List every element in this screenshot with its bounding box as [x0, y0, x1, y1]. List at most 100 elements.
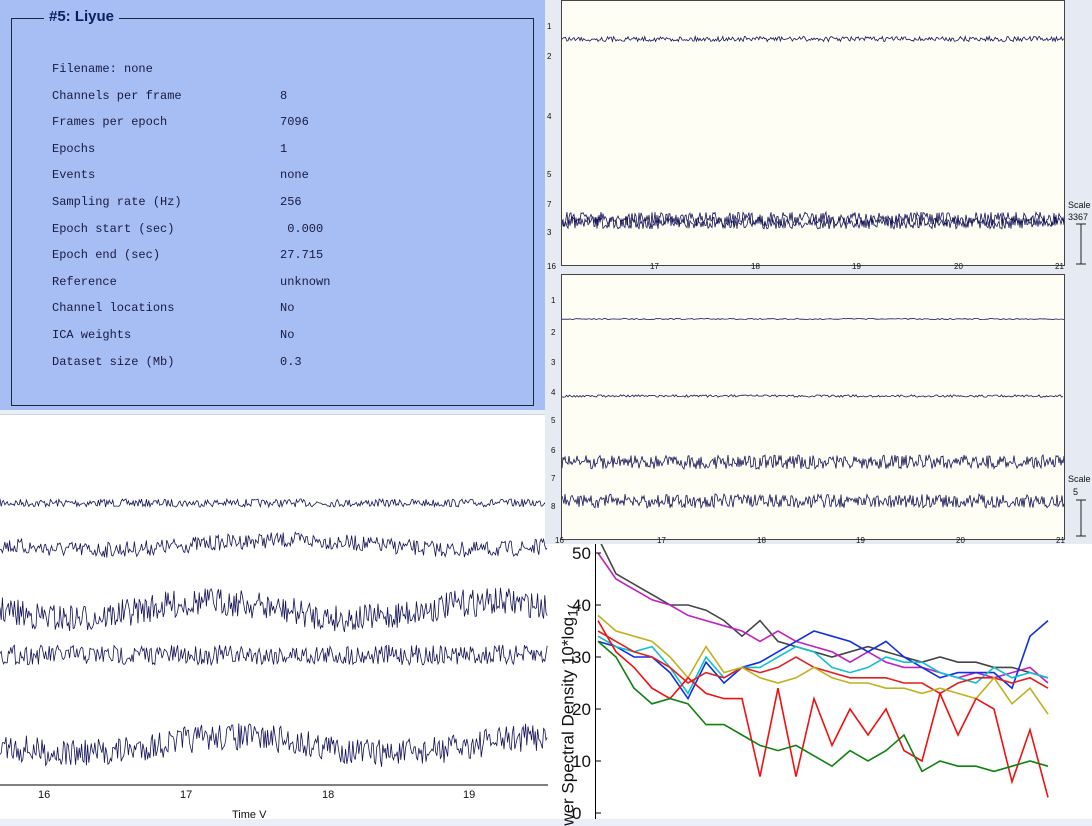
- eeg-plot-top[interactable]: [561, 0, 1065, 266]
- eeg-traces-left[interactable]: [0, 415, 548, 820]
- x-tick: 17: [650, 262, 659, 271]
- info-row-label: ICA weights: [52, 328, 132, 342]
- info-row-label: Events: [52, 168, 96, 183]
- info-row-value: 27.715: [280, 248, 324, 263]
- psd-series-ch-magenta: [597, 552, 1049, 684]
- info-row: Epoch start (sec) 0.000: [52, 221, 323, 236]
- channel-label: 2: [551, 328, 556, 337]
- psd-y-tick: 50: [572, 544, 591, 563]
- info-row: Sampling rate (Hz) 256: [52, 195, 302, 209]
- eeg-channel-trace: [0, 587, 548, 632]
- scale-label: Scale: [1068, 200, 1091, 210]
- info-row-value: 8: [280, 88, 288, 103]
- scale-value: 5: [1073, 487, 1079, 497]
- info-row: Epoch end (sec) 27.715: [52, 248, 323, 263]
- info-row-label: Reference: [52, 274, 117, 289]
- eeg-scroll-window-middle[interactable]: 1 2 3 4 5 6 7 8 16 17 18 19 20 21 Scale …: [545, 272, 1092, 545]
- eeg-channel-trace: [562, 394, 1064, 398]
- psd-y-tick: 10: [572, 752, 591, 771]
- info-row: Channel locations No: [52, 301, 294, 316]
- channel-label: 3: [547, 228, 552, 237]
- eeg-plot-middle[interactable]: [561, 274, 1065, 540]
- dataset-info-frame: [11, 18, 534, 406]
- info-row: Reference unknown: [52, 274, 330, 289]
- dataset-title: #5: Liyue: [44, 8, 120, 25]
- info-row-label: Sampling rate (Hz): [52, 195, 182, 209]
- eeg-channel-trace: [562, 317, 1064, 321]
- x-tick-17: 17: [180, 789, 193, 801]
- x-axis-label: Time V: [232, 809, 267, 821]
- info-row: Filename: none: [52, 62, 153, 76]
- info-row-value: none: [280, 168, 309, 183]
- eeg-channel-trace: [0, 497, 548, 509]
- eeg-channel-trace: [0, 531, 548, 558]
- psd-series-ch-green: [597, 640, 1049, 773]
- dataset-info-window: #5: Liyue Filename: none Channels per fra…: [0, 0, 545, 410]
- channel-label: 4: [547, 112, 552, 121]
- info-row: Dataset size (Mb) 0.3: [52, 354, 302, 369]
- psd-series-ch-cyan: [597, 635, 1049, 695]
- power-spectral-density-plot[interactable]: wer Spectral Density 10*log1( 50 40 30 20 10…: [548, 544, 1092, 826]
- psd-series-ch-red: [597, 620, 1049, 798]
- channel-label: 5: [551, 416, 556, 425]
- info-row: ICA weights No: [52, 328, 294, 342]
- info-row: Channels per frame 8: [52, 88, 287, 103]
- psd-series-ch-blue: [597, 619, 1049, 701]
- info-row-label: Epochs: [52, 141, 96, 156]
- info-row-value: 1: [280, 141, 288, 156]
- scale-label: Scale: [1068, 474, 1091, 484]
- channel-label: 7: [547, 200, 552, 209]
- x-tick: 19: [856, 536, 865, 545]
- info-row: Events none: [52, 168, 309, 183]
- psd-y-tick: 30: [572, 648, 591, 667]
- x-tick-19: 19: [463, 789, 476, 801]
- channel-label: 3: [551, 358, 556, 367]
- psd-series-ch-red-light: [597, 630, 1049, 695]
- channel-label: 2: [547, 52, 552, 61]
- psd-series-ch-olive: [597, 614, 1049, 715]
- info-row-value: 0.000: [280, 221, 324, 236]
- info-row-label: Epoch start (sec): [52, 221, 175, 236]
- scale-bar-icon: [1076, 499, 1086, 537]
- info-row-label: Channel locations: [52, 301, 175, 316]
- info-row-label: Epoch end (sec): [52, 248, 161, 263]
- info-row-value: 7096: [280, 115, 309, 130]
- scale-value: 3367: [1068, 212, 1089, 222]
- x-tick: 16: [555, 536, 564, 545]
- psd-y-tick: 0: [572, 804, 582, 823]
- x-tick: 20: [956, 536, 965, 545]
- info-row: Frames per epoch 7096: [52, 115, 309, 129]
- eeg-channel-trace: [562, 215, 1064, 230]
- eeg-channel-trace: [0, 723, 548, 767]
- x-tick: 18: [751, 262, 760, 271]
- x-tick: 19: [852, 262, 861, 271]
- eeg-scroll-window-top[interactable]: 1 2 4 5 7 3 16 17 18 19 20 21 Scale 3367: [545, 0, 1092, 272]
- info-row-value: unknown: [280, 274, 331, 289]
- info-row-value: No: [280, 301, 295, 316]
- eeg-channel-trace: [562, 492, 1064, 510]
- info-row: Epochs 1: [52, 141, 287, 156]
- eeg-channel-trace: [562, 453, 1064, 471]
- x-tick-16: 16: [38, 789, 51, 801]
- x-tick: 17: [657, 536, 666, 545]
- x-tick: 16: [547, 262, 556, 271]
- info-row-value: 0.3: [280, 354, 302, 369]
- psd-y-tick: 20: [572, 700, 591, 719]
- channel-label: 1: [551, 296, 556, 305]
- channel-label: 6: [551, 446, 556, 455]
- info-row-value: 256: [280, 195, 302, 209]
- channel-label: 5: [547, 170, 552, 179]
- scale-bar-icon: [1076, 223, 1086, 265]
- channel-label: 1: [547, 22, 552, 31]
- x-tick-18: 18: [322, 789, 335, 801]
- info-row-label: Dataset size (Mb): [52, 354, 175, 369]
- info-row-label: Channels per frame: [52, 88, 182, 103]
- x-tick: 18: [757, 536, 766, 545]
- channel-label: 7: [551, 474, 556, 483]
- psd-y-tick: 40: [572, 596, 591, 615]
- info-row-value: No: [280, 328, 295, 342]
- psd-y-axis: [595, 544, 596, 819]
- eeg-channel-trace: [562, 34, 1064, 43]
- channel-label: 8: [551, 502, 556, 511]
- eeg-scroll-window-left[interactable]: 16 17 18 19 Time V: [0, 414, 548, 821]
